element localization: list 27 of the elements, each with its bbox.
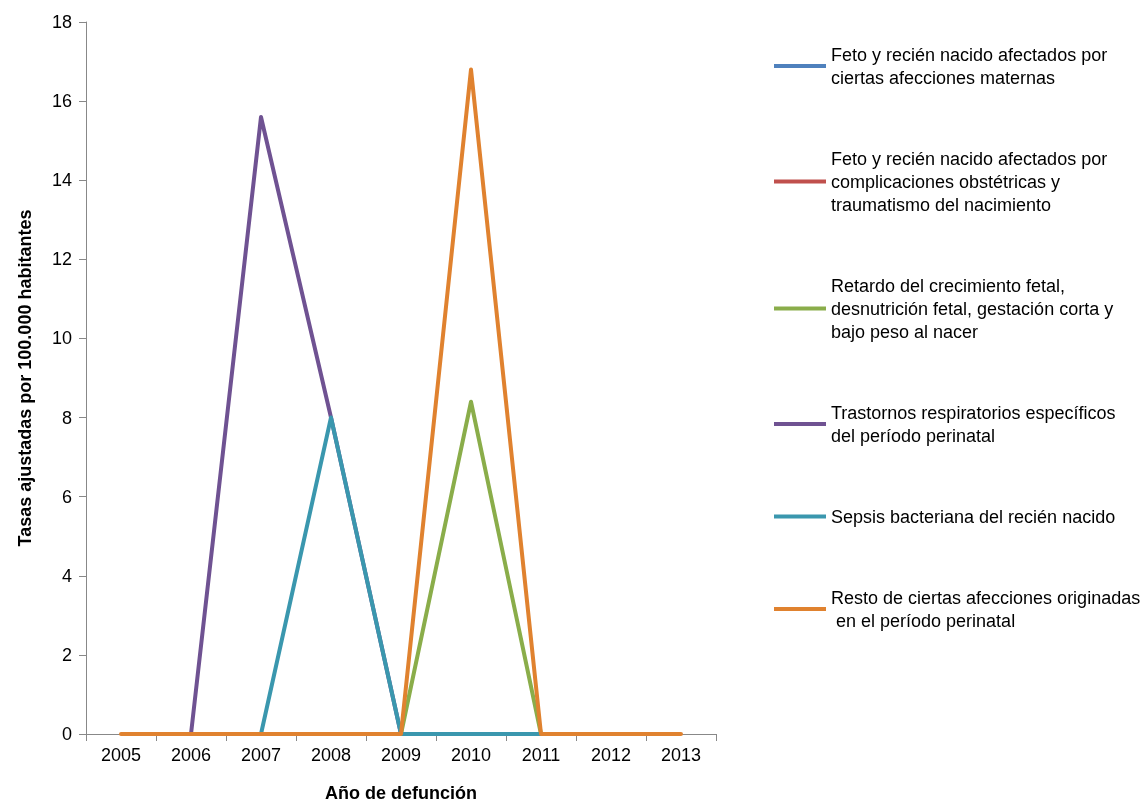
y-tick-label: 2 [61,644,72,665]
x-tick-label: 2006 [170,745,212,765]
x-tick-label: 2005 [100,745,142,765]
x-tick-label: 2008 [310,745,352,765]
legend-label: Feto y recién nacido afectados por complicaciones obstétricas y traumatismo del nacimiento [831,148,1113,215]
legend-label: Resto de ciertas afecciones originadas en el período perinatal [831,587,1141,631]
y-tick-label: 16 [51,91,72,112]
legend-label: Feto y recién nacido afectados por ciertas afecciones maternas [831,44,1113,88]
x-tick-label: 2012 [590,745,632,765]
x-tick-label: 2010 [450,745,492,765]
y-tick-label: 14 [51,170,72,191]
y-tick-label: 8 [61,407,72,428]
y-tick-label: 6 [61,486,72,507]
y-tick-label: 4 [61,565,72,586]
x-tick-label: 2013 [660,745,702,765]
x-tick-label: 2007 [240,745,282,765]
y-tick-label: 12 [51,249,72,270]
y-tick-label: 0 [61,724,72,744]
legend-label: Sepsis bacteriana del recién nacido [831,506,1116,527]
y-tick-label: 18 [51,12,72,32]
y-tick-label: 10 [51,328,72,349]
x-axis-title: Año de defunción [325,783,477,803]
x-tick-label: 2011 [521,745,561,765]
x-tick-label: 2009 [380,745,422,765]
legend-label: Retardo del crecimiento fetal, desnutrición fetal, gestación corta y bajo peso al nacer [831,275,1119,342]
y-axis-title: Tasas ajustadas por 100.000 habitantes [15,209,35,547]
legend-label: Trastornos respiratorios específicos del período perinatal [831,402,1121,446]
